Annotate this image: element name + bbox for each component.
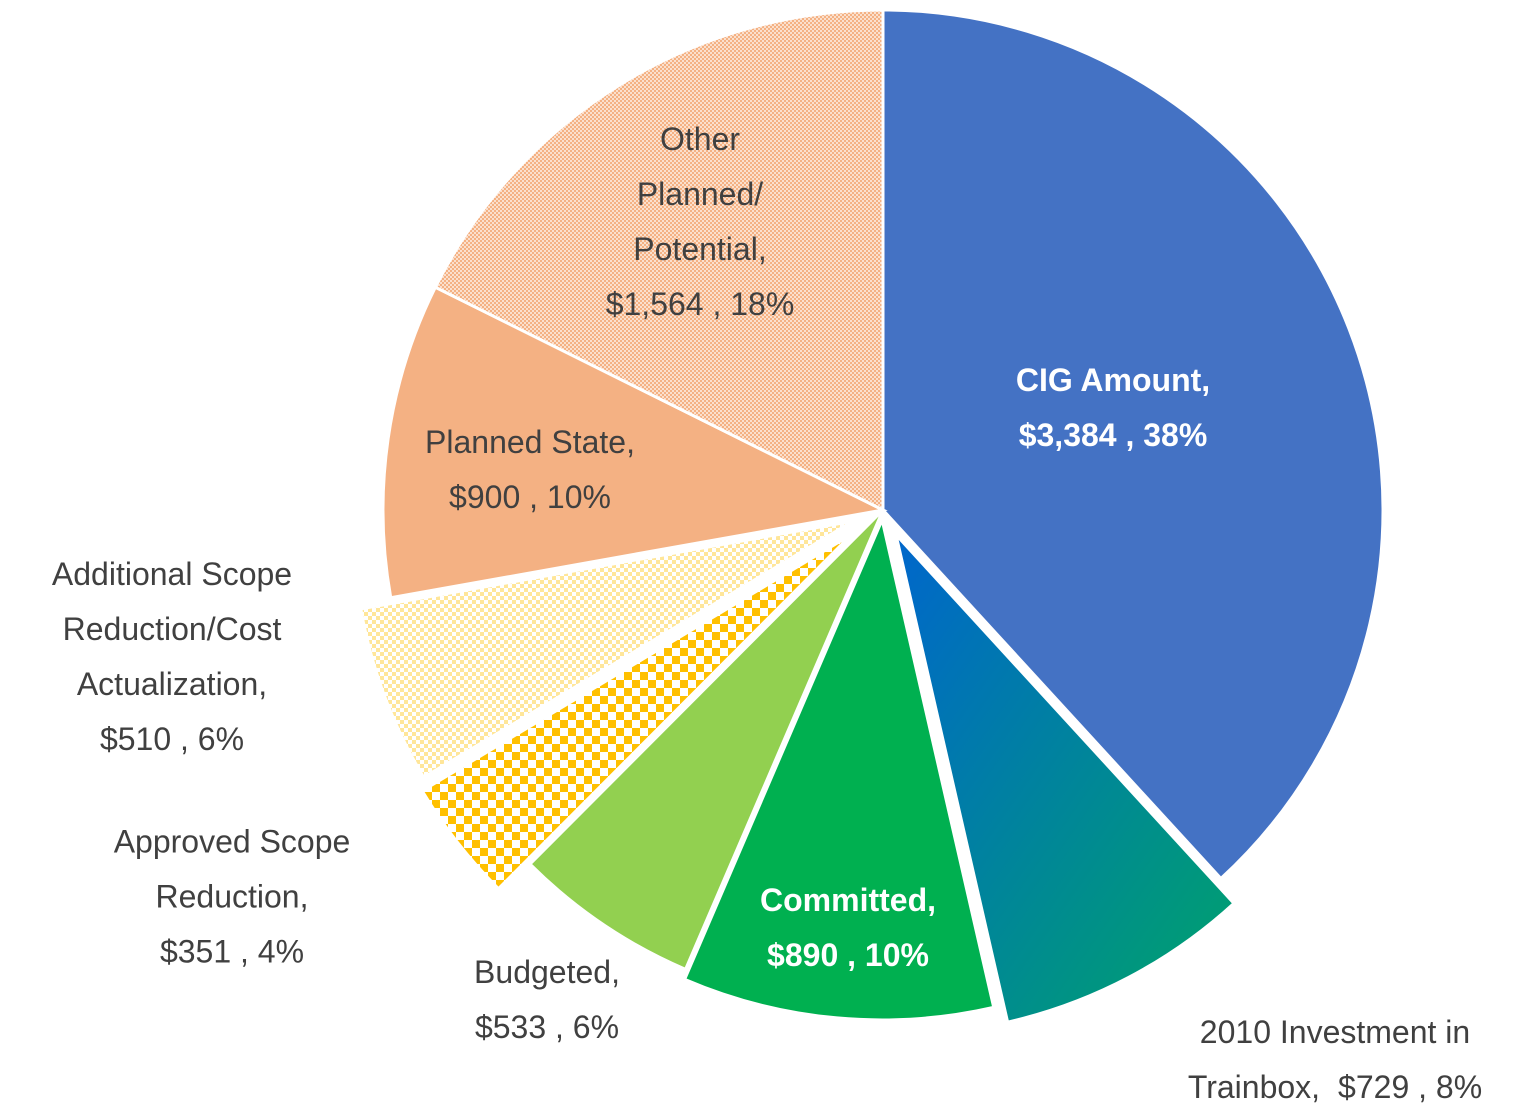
slice-name: 2010 Investment in Trainbox,	[1187, 1014, 1471, 1105]
slice-value: $1,564 , 18%	[605, 286, 795, 322]
data-label: CIG Amount, $3,384 , 38%	[963, 353, 1263, 463]
data-label: Planned State, $900 , 10%	[370, 415, 690, 525]
slice-value: $351 , 4%	[159, 933, 305, 970]
data-label: Committed, $890 , 10%	[718, 873, 978, 983]
slice-value: $533 , 6%	[474, 1009, 620, 1045]
slice-value: $729 , 8%	[1338, 1069, 1483, 1105]
data-label: Budgeted, $533 , 6%	[427, 945, 667, 1055]
pie-slice	[381, 285, 888, 600]
slice-name: Additional Scope Reduction/Cost Actualiz…	[51, 556, 293, 702]
data-label: 2010 Investment in Trainbox, $729 , 8%	[1135, 1005, 1521, 1115]
pie-slice	[420, 533, 853, 891]
pie-slice	[527, 508, 885, 972]
slice-name: Budgeted,	[474, 954, 620, 990]
slice-name: Approved Scope Reduction,	[113, 823, 351, 915]
data-label: Additional Scope Reduction/Cost Actualiz…	[7, 547, 337, 767]
slice-name: CIG Amount,	[1015, 362, 1211, 398]
slice-name: Other Planned/ Potential,	[633, 121, 767, 267]
data-label: Other Planned/ Potential, $1,564 , 18%	[595, 112, 805, 332]
pie-slice	[893, 529, 1237, 1024]
pie-slice	[682, 515, 996, 1022]
data-label: Approved Scope Reduction, $351 , 4%	[72, 815, 392, 980]
slice-name: Planned State,	[425, 424, 635, 460]
slice-value: $3,384 , 38%	[1018, 417, 1208, 453]
pie-slice	[433, 8, 885, 513]
slice-value: $890 , 10%	[767, 937, 929, 973]
pie-slice	[359, 519, 854, 780]
slice-value: $900 , 10%	[449, 479, 611, 515]
pie-slice	[881, 8, 1385, 881]
slice-value: $510 , 6%	[99, 721, 245, 757]
slice-name: Committed,	[760, 882, 936, 918]
